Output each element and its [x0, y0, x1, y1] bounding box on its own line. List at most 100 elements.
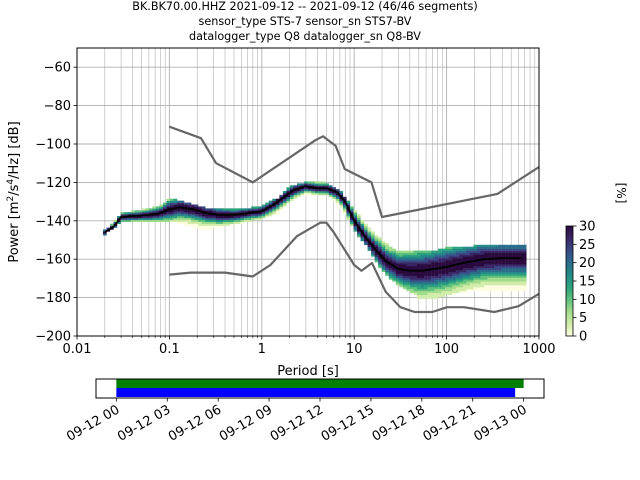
pdf-cell — [328, 187, 333, 190]
pdf-cell — [402, 254, 407, 257]
pdf-cell — [512, 246, 516, 249]
pdf-cell — [184, 214, 188, 217]
pdf-cell — [399, 275, 404, 278]
pdf-cell — [120, 217, 125, 221]
pdf-cell — [452, 248, 456, 251]
pdf-cell — [117, 216, 121, 219]
pdf-cell — [508, 262, 513, 265]
pdf-cell — [402, 287, 407, 290]
pdf-cell — [431, 294, 435, 297]
pdf-cell — [420, 287, 425, 290]
pdf-cell — [522, 262, 527, 265]
pdf-cell — [286, 191, 291, 194]
pdf-cell — [505, 271, 509, 274]
pdf-cell — [491, 246, 495, 249]
pdf-cell — [177, 216, 181, 219]
pdf-cell — [381, 252, 386, 255]
pdf-cell — [402, 271, 407, 274]
pdf-cell — [371, 242, 375, 246]
pdf-cell — [501, 288, 506, 292]
pdf-cell — [399, 271, 404, 274]
pdf-cell — [522, 283, 527, 286]
pdf-cell — [406, 260, 411, 263]
pdf-cell — [452, 258, 456, 261]
pdf-cell — [427, 294, 432, 297]
pdf-cell — [367, 244, 372, 248]
pdf-cell — [431, 258, 435, 261]
pdf-cell — [409, 256, 414, 259]
pdf-cell — [349, 208, 354, 211]
pdf-cell — [455, 254, 460, 257]
pdf-cell — [476, 279, 481, 282]
pdf-cell — [427, 279, 432, 282]
pdf-cell — [512, 267, 516, 271]
pdf-cell — [512, 248, 516, 251]
pdf-cell — [505, 260, 509, 263]
pdf-cell — [201, 225, 206, 228]
pdf-cell — [233, 208, 238, 211]
pdf-cell — [371, 240, 375, 244]
pdf-cell — [519, 279, 524, 282]
pdf-cell — [459, 256, 464, 259]
pdf-cell — [371, 231, 375, 234]
pdf-cell — [244, 214, 248, 217]
pdf-cell — [392, 248, 396, 251]
pdf-cell — [469, 246, 474, 249]
pdf-cell — [487, 256, 492, 259]
pdf-cell — [448, 292, 453, 296]
pdf-cell — [491, 264, 495, 267]
pdf-cell — [357, 217, 361, 221]
pdf-cell — [388, 258, 393, 261]
pdf-cell — [413, 279, 418, 282]
pdf-cell — [431, 287, 435, 290]
pdf-cell — [360, 219, 365, 223]
pdf-cell — [409, 281, 414, 284]
pdf-cell — [459, 287, 464, 290]
pdf-cell — [289, 196, 294, 200]
pdf-cell — [476, 277, 481, 280]
pdf-cell — [522, 246, 527, 249]
pdf-cell — [378, 260, 382, 263]
pdf-cell — [441, 287, 446, 290]
pdf-cell — [371, 254, 375, 257]
pdf-cell — [208, 214, 213, 217]
pdf-cell — [279, 202, 284, 205]
pdf-cell — [445, 248, 449, 251]
pdf-cell — [304, 181, 308, 184]
pdf-cell — [127, 217, 132, 221]
colorbar-tick-label: 25 — [579, 238, 596, 253]
pdf-cell — [416, 283, 421, 286]
pdf-cell — [205, 223, 209, 226]
pdf-cell — [406, 264, 411, 267]
pdf-cell — [487, 246, 492, 249]
pdf-cell — [508, 248, 513, 251]
pdf-cell — [480, 269, 485, 272]
pdf-cell — [166, 217, 171, 221]
pdf-cell — [374, 240, 379, 244]
pdf-cell — [441, 290, 446, 294]
pdf-cell — [448, 279, 453, 282]
pdf-cell — [416, 250, 421, 253]
pdf-cell — [420, 260, 425, 263]
pdf-cell — [515, 260, 520, 263]
pdf-cell — [501, 275, 506, 278]
pdf-cell — [409, 283, 414, 286]
pdf-cell — [469, 267, 474, 271]
pdf-cell — [459, 250, 464, 253]
pdf-cell — [484, 287, 488, 290]
pdf-cell — [406, 275, 411, 278]
pdf-cell — [378, 264, 382, 267]
pdf-cell — [522, 258, 527, 261]
pdf-cell — [342, 196, 347, 200]
pdf-cell — [187, 202, 192, 205]
pdf-cell — [170, 217, 174, 221]
pdf-cell — [424, 256, 428, 259]
pdf-cell — [491, 273, 495, 276]
pdf-cell — [420, 254, 425, 257]
pdf-cell — [438, 264, 442, 267]
pdf-cell — [353, 214, 358, 217]
pdf-cell — [381, 260, 386, 263]
pdf-cell — [473, 279, 478, 282]
pdf-cell — [508, 277, 513, 280]
pdf-cell — [244, 208, 248, 211]
